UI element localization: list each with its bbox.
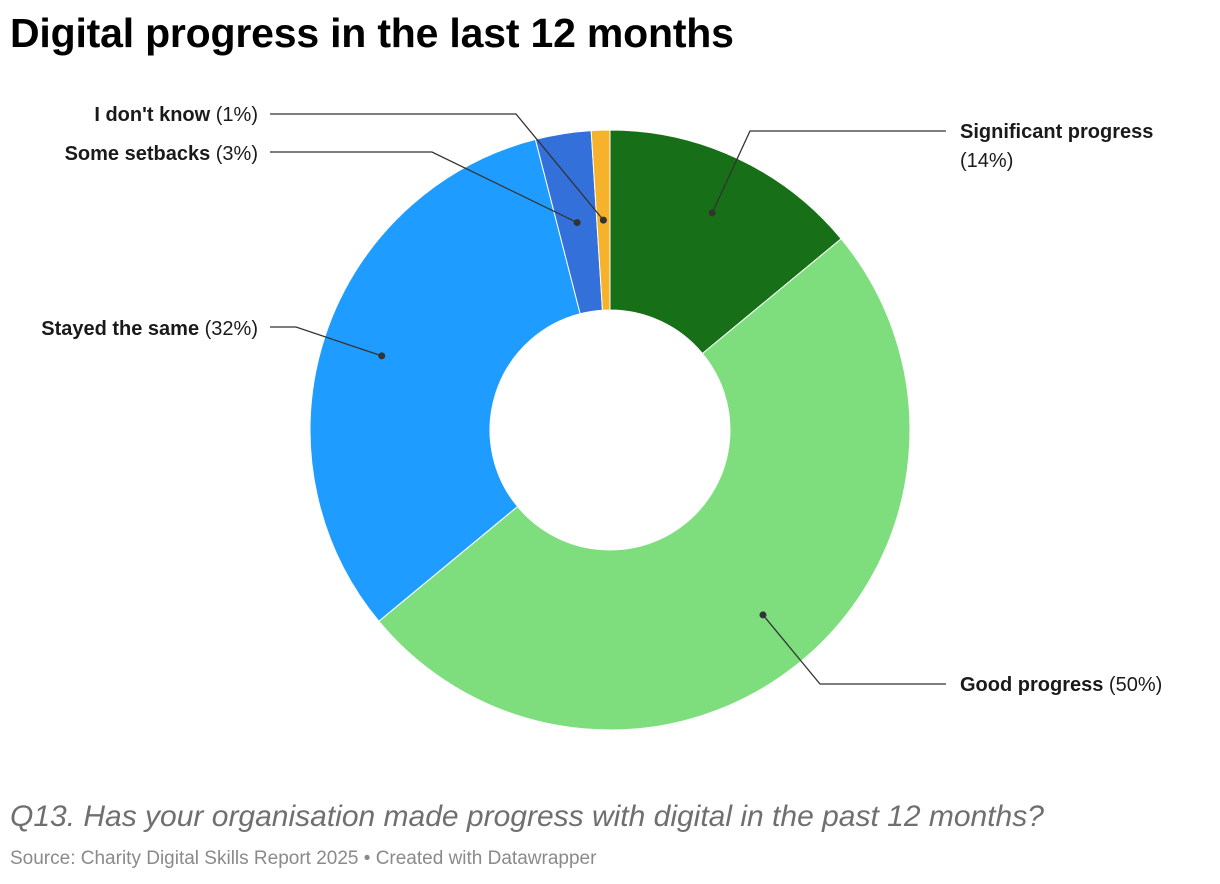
label-name-significant-progress: Significant progress [960,121,1153,143]
leader-dot-i-don-t-know [599,216,607,224]
slice-stayed-the-same [309,138,581,622]
leader-dot-some-setbacks [573,219,581,227]
leader-line-i-don-t-know [270,113,604,221]
chart-source-footer: Source: Charity Digital Skills Report 20… [10,848,597,869]
label-value-i-don-t-know: (1%) [210,104,258,126]
leader-line-good-progress [762,614,946,685]
slice-good-progress [378,238,911,731]
label-i-don-t-know: I don't know (1%) [94,104,258,126]
label-stayed-the-same: Stayed the same (32%) [41,318,258,340]
label-significant-progress-line1: Significant progress [960,121,1153,143]
leader-dot-good-progress [759,611,767,619]
label-name-some-setbacks: Some setbacks [65,143,211,165]
leader-line-stayed-the-same [270,326,382,357]
label-value-stayed-the-same: (32%) [199,318,258,340]
chart-question-note: Q13. Has your organisation made progress… [10,800,1044,833]
label-significant-progress-line2: (14%) [960,150,1013,172]
label-name-stayed-the-same: Stayed the same [41,318,199,340]
label-some-setbacks: Some setbacks (3%) [65,143,258,165]
leader-dot-significant-progress [708,209,716,217]
label-value-significant-progress: (14%) [960,150,1013,172]
slice-labels: Significant progress (14%) Good progress (… [41,104,1162,696]
donut-slices [309,129,911,731]
label-name-good-progress: Good progress [960,674,1103,696]
label-value-some-setbacks: (3%) [210,143,258,165]
label-name-i-don-t-know: I don't know [94,104,210,126]
label-leader-lines [270,113,946,685]
label-good-progress: Good progress (50%) [960,674,1162,696]
leader-line-significant-progress [711,130,946,214]
label-value-good-progress: (50%) [1103,674,1162,696]
slice-significant-progress [609,129,842,355]
leader-line-some-setbacks [270,151,578,224]
chart-title: Digital progress in the last 12 months [10,10,734,56]
leader-dot-stayed-the-same [378,352,386,360]
